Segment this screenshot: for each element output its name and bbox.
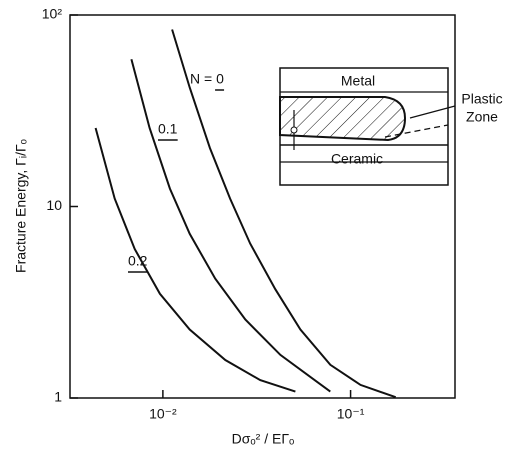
y-tick-label: 10²: [42, 6, 63, 22]
inset-diagram: Metal Ceramic Plastic Zone: [279, 67, 503, 186]
curve: [171, 29, 397, 399]
curve: [94, 127, 296, 393]
curve: [130, 59, 331, 393]
plastic-zone: [279, 96, 407, 142]
crack-line: [384, 124, 449, 138]
inset-label: Plastic: [461, 91, 502, 107]
series-label: N = 0: [190, 71, 224, 87]
x-tick-label: 10⁻²: [149, 406, 177, 422]
y-tick-label: 10: [46, 197, 62, 213]
pointer: [409, 105, 456, 119]
inset-label: Ceramic: [331, 151, 383, 167]
series-label: 0.1: [158, 121, 178, 137]
y-axis-title: Fracture Energy, Γᵢ/Γₒ: [13, 139, 29, 273]
crack-tip: [290, 126, 298, 134]
y-tick-label: 1: [54, 389, 62, 405]
x-tick-label: 10⁻¹: [337, 406, 365, 422]
inset-label: Metal: [341, 73, 375, 89]
series-label: 0.2: [128, 253, 148, 269]
inset-label: Zone: [466, 109, 498, 125]
x-axis-title: Dσₒ² / EΓₒ: [232, 431, 295, 447]
